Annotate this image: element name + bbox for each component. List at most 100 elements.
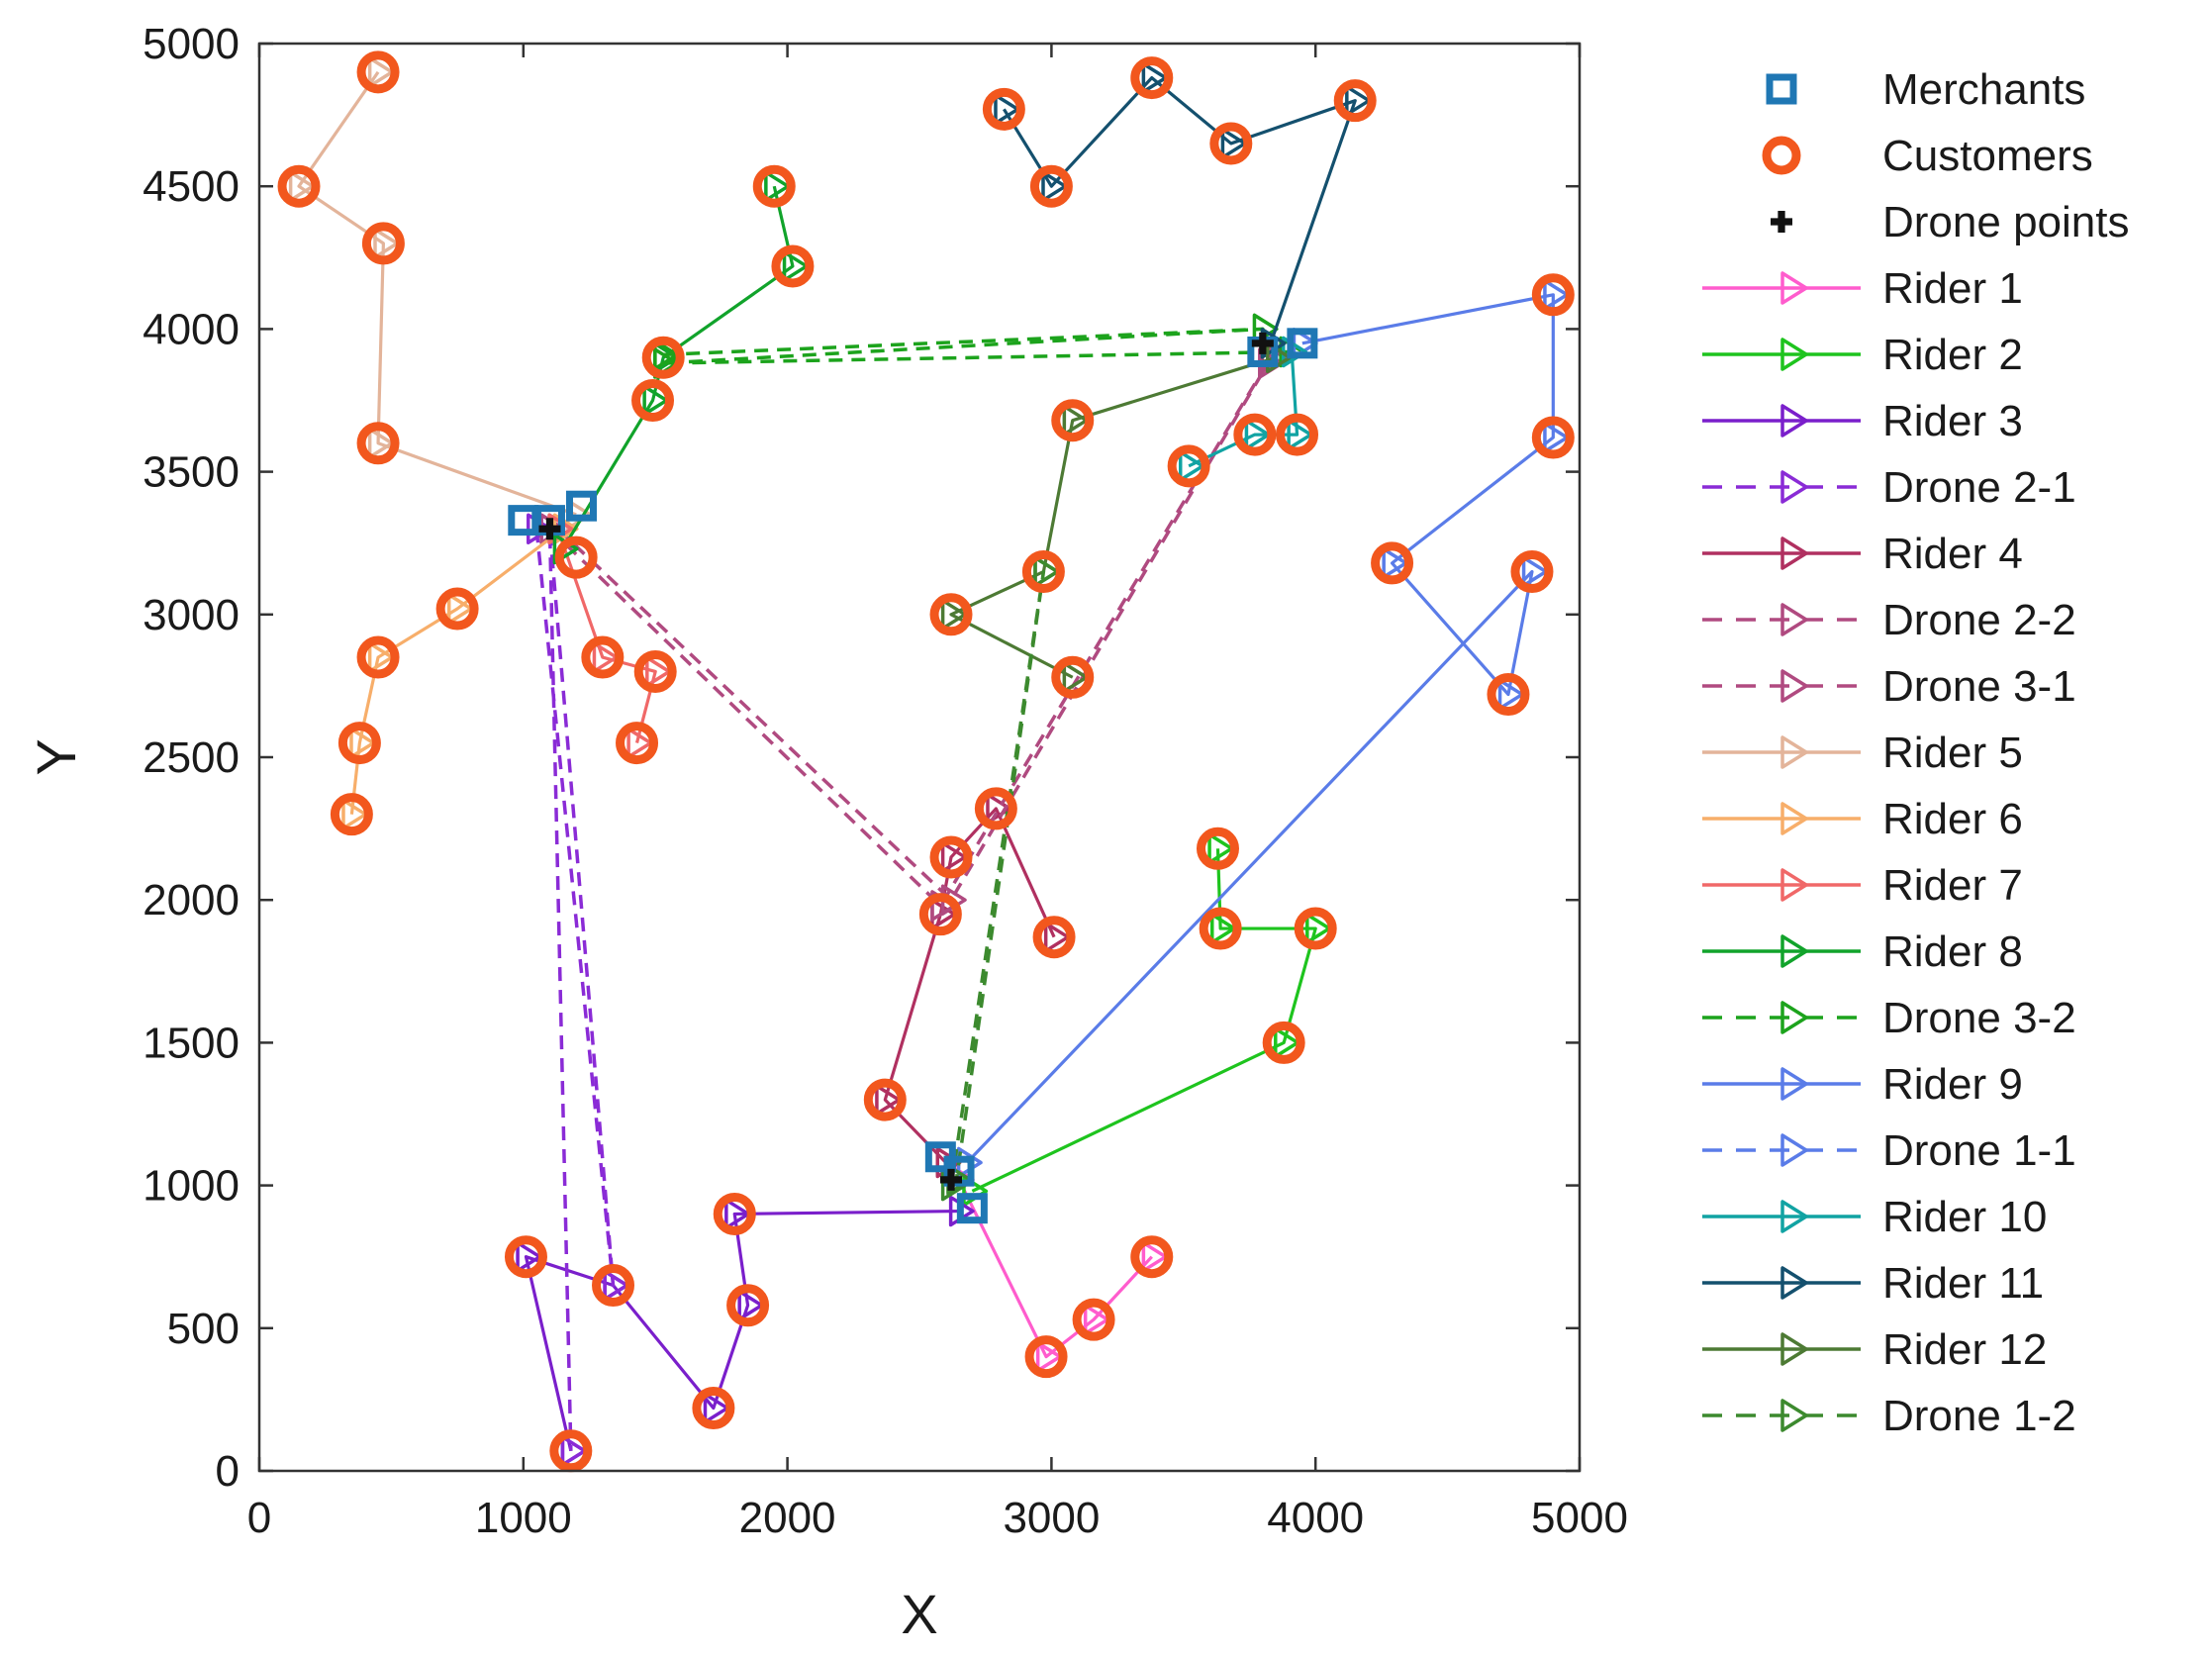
customer-point-24: [1510, 550, 1554, 594]
route-rider-1-marker-2: [1083, 1304, 1109, 1335]
route-rider-11-marker-2: [1220, 128, 1247, 159]
legend-label-rider-7: Rider 7: [1882, 861, 2023, 910]
y-tick-label-500: 500: [167, 1305, 240, 1353]
merchant-point-2: [565, 490, 597, 522]
customer-point-47: [549, 1429, 593, 1473]
route-rider-2-marker-3: [1210, 913, 1236, 944]
legend-entry-drone-2-2: Drone 2-2: [1702, 596, 2076, 644]
customer-point-6: [337, 722, 381, 765]
route-rider-11-marker-3: [1141, 61, 1168, 94]
customer-point-38: [1196, 827, 1239, 870]
y-tick-label-1500: 1500: [143, 1019, 240, 1067]
route-rider-1-marker-1: [1035, 1340, 1062, 1373]
customer-point-25: [1487, 673, 1530, 717]
legend-marker-rider-1: [1780, 271, 1808, 305]
route-rider-7-marker-3: [626, 727, 653, 759]
axis-ticks: 0 1000 2000 3000 4000 5000 0 500 1000 1500 2000 250…: [143, 20, 1628, 1542]
route-rider-9-marker-5: [1543, 279, 1570, 311]
y-tick-label-2500: 2500: [143, 733, 240, 782]
route-rider-5-marker-1: [367, 428, 394, 459]
customer-point-40: [1294, 907, 1337, 950]
customer-point-12: [771, 244, 815, 288]
customer-point-35: [918, 893, 962, 936]
legend-label-customers: Customers: [1882, 132, 2093, 180]
legend-entry-drone-2-1: Drone 2-1: [1702, 463, 2076, 512]
route-rider-11-marker-1: [1345, 84, 1371, 117]
legend: Merchants Customers Drone points Rider 1 Rid…: [1702, 65, 2129, 1440]
x-tick-label-0: 0: [247, 1494, 271, 1542]
customer-point-30: [929, 593, 973, 636]
route-drone-3-1: [556, 362, 1270, 902]
legend-marker-rider-4: [1780, 536, 1808, 570]
legend-marker-rider-10: [1780, 1200, 1808, 1233]
customer-point-0: [356, 50, 400, 94]
legend-label-drone-3-1: Drone 3-1: [1882, 662, 2076, 711]
customer-point-44: [692, 1387, 735, 1430]
route-rider-11-marker-4: [1041, 170, 1068, 202]
customer-point-15: [554, 535, 598, 579]
legend-label-rider-12: Rider 12: [1882, 1325, 2047, 1374]
merchant-point-5: [956, 1193, 988, 1224]
route-rider-1: [957, 1179, 1153, 1359]
drone-point-2: [1251, 332, 1274, 354]
customer-point-14: [631, 379, 675, 422]
y-tick-label-2000: 2000: [143, 876, 240, 925]
legend-marker-rider-2: [1780, 338, 1808, 371]
customer-point-1: [277, 164, 321, 208]
legend-merchant-symbol: [1766, 73, 1797, 105]
customer-point-13: [641, 336, 685, 379]
legend-entry-rider-10: Rider 10: [1702, 1193, 2047, 1241]
route-rider-7-marker-1: [592, 641, 619, 673]
customer-point-19: [1333, 79, 1377, 123]
route-drone-2-1: [534, 527, 616, 1451]
legend-marker-drone-2-2: [1780, 603, 1808, 636]
customer-point-37: [863, 1078, 907, 1121]
route-rider-8-marker-4: [764, 170, 791, 202]
legend-entry-rider-11: Rider 11: [1702, 1259, 2044, 1308]
legend-entry-drone-3-1: Drone 3-1: [1702, 662, 2076, 711]
legend-entry-rider-3: Rider 3: [1702, 397, 2023, 445]
legend-label-rider-8: Rider 8: [1882, 927, 2023, 976]
route-rider-6-marker-3: [349, 727, 376, 759]
x-axis-label: X: [901, 1583, 937, 1645]
route-rider-3-marker-5: [516, 1240, 542, 1273]
legend-entry-rider-5: Rider 5: [1702, 729, 2023, 777]
route-drone-3-2: [661, 327, 1290, 365]
route-rider-3-marker-2: [737, 1289, 764, 1321]
route-rider-4-marker-4: [986, 793, 1012, 825]
customer-point-31: [1021, 550, 1065, 594]
customer-point-42: [713, 1192, 756, 1235]
route-rider-5-marker-3: [288, 170, 315, 202]
route-rider-6-marker-4: [341, 798, 368, 830]
route-rider-3-marker-3: [703, 1392, 729, 1424]
route-drone-2-1-marker-1: [603, 1269, 629, 1302]
customer-point-26: [1051, 399, 1095, 442]
route-rider-7: [555, 528, 657, 743]
x-tick-label-4000: 4000: [1267, 1494, 1364, 1542]
customer-point-39: [1199, 907, 1242, 950]
legend-label-rider-5: Rider 5: [1882, 729, 2023, 777]
customer-point-34: [929, 835, 973, 879]
route-rider-9: [965, 293, 1555, 1164]
legend-marker-drone-3-1: [1780, 669, 1808, 703]
customer-point-11: [752, 164, 796, 208]
route-rider-2-marker-4: [1207, 832, 1234, 865]
customer-point-49: [1072, 1298, 1115, 1341]
x-tick-label-3000: 3000: [1003, 1494, 1100, 1542]
customer-point-23: [1371, 541, 1414, 585]
route-rider-8: [561, 185, 795, 550]
customer-point-33: [974, 787, 1017, 830]
legend-entry-rider-4: Rider 4: [1702, 530, 2023, 578]
legend-entry-merchants: Merchants: [1766, 65, 2085, 114]
legend-customer-symbol: [1762, 136, 1801, 175]
legend-label-rider-11: Rider 11: [1882, 1259, 2044, 1308]
drone-point-1: [940, 1168, 963, 1191]
legend-label-rider-6: Rider 6: [1882, 795, 2023, 843]
customer-point-16: [982, 87, 1025, 131]
y-tick-label-0: 0: [216, 1447, 240, 1496]
x-tick-label-1000: 1000: [475, 1494, 572, 1542]
legend-label-drone-3-2: Drone 3-2: [1882, 994, 2076, 1042]
customer-point-22: [1531, 416, 1575, 459]
customer-point-9: [633, 649, 677, 693]
